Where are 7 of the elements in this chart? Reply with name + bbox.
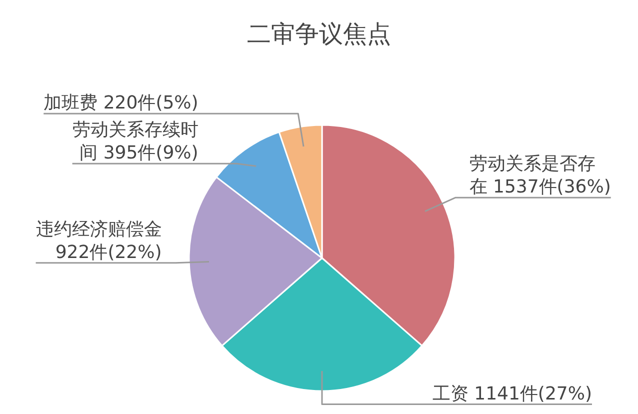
slice-label: 工资 1141件(27%) bbox=[432, 383, 592, 404]
slice-label: 加班费 220件(5%) bbox=[44, 92, 198, 114]
data-label: 922件(22%) bbox=[55, 242, 162, 263]
slice-label: 劳动关系存续时间 395件(9%) bbox=[72, 120, 198, 164]
slice-label: 劳动关系是否存在 1537件(36%) bbox=[469, 154, 611, 198]
chart-title: 二审争议焦点 bbox=[247, 20, 391, 48]
slice-label: 违约经济赔偿金 bbox=[36, 218, 162, 240]
